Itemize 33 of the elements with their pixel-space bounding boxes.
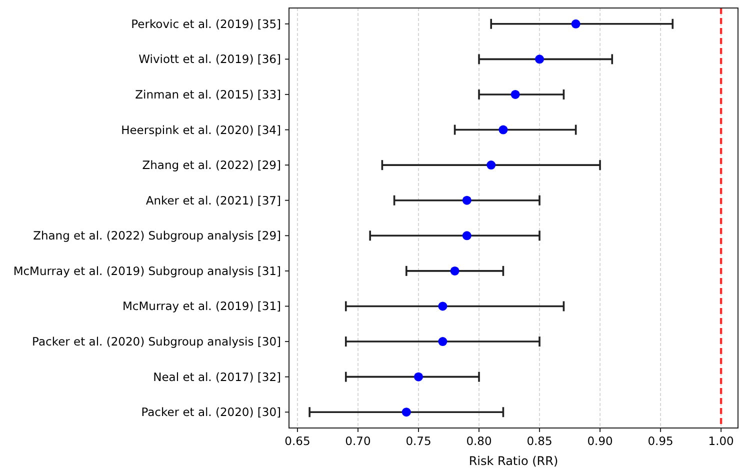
point <box>535 54 544 64</box>
point <box>438 337 448 346</box>
x-tick-label: 0.85 <box>526 434 552 448</box>
y-tick-label: Perkovic et al. (2019) [35] <box>131 16 281 31</box>
point <box>438 302 448 311</box>
y-tick-label: McMurray et al. (2019) [31] <box>122 299 281 314</box>
point <box>486 160 496 170</box>
y-tick-label: Packer et al. (2020) Subgroup analysis [30] <box>32 334 281 349</box>
point <box>402 408 411 417</box>
y-tick-label: Packer et al. (2020) [30] <box>141 405 281 420</box>
y-tick-label: McMurray et al. (2019) Subgroup analysis [31] <box>13 264 281 278</box>
x-tick-label: 0.90 <box>587 434 613 448</box>
point <box>414 372 423 382</box>
x-tick-label: 0.80 <box>466 434 492 448</box>
y-tick-label: Anker et al. (2021) [37] <box>146 193 281 208</box>
y-tick-label: Wiviott et al. (2019) [36] <box>138 52 281 66</box>
x-tick-label: 0.65 <box>284 434 310 448</box>
y-tick-label: Zhang et al. (2022) Subgroup analysis [29] <box>33 228 281 243</box>
point <box>462 231 472 240</box>
point <box>498 125 508 134</box>
y-tick-label: Neal et al. (2017) [32] <box>153 370 281 384</box>
y-tick-label: Zhang et al. (2022) [29] <box>142 158 281 172</box>
x-tick-label: 0.95 <box>648 434 674 448</box>
y-tick-label: Heerspink et al. (2020) [34] <box>121 122 281 137</box>
x-tick-label: 1.00 <box>708 434 734 448</box>
point <box>462 196 472 205</box>
point <box>510 90 520 99</box>
point <box>450 266 460 276</box>
x-axis-title: Risk Ratio (RR) <box>468 454 558 468</box>
x-tick-label: 0.75 <box>406 434 432 448</box>
x-tick-label: 0.70 <box>345 434 371 448</box>
point <box>571 19 580 28</box>
y-tick-label: Zinman et al. (2015) [33] <box>135 87 281 102</box>
